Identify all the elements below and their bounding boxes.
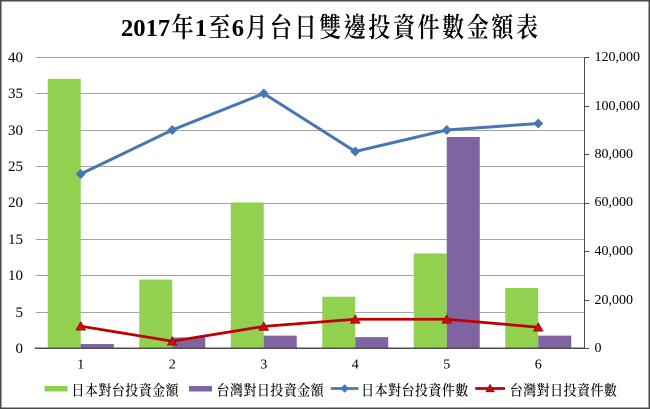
svg-text:0: 0 — [16, 341, 24, 357]
svg-text:3: 3 — [260, 357, 267, 372]
svg-text:80,000: 80,000 — [595, 147, 634, 162]
svg-text:5: 5 — [16, 305, 24, 321]
svg-text:120,000: 120,000 — [595, 50, 641, 65]
svg-text:0: 0 — [595, 341, 602, 356]
svg-text:6: 6 — [232, 15, 244, 42]
svg-text:30: 30 — [8, 123, 23, 139]
svg-text:35: 35 — [8, 86, 23, 102]
svg-text:4: 4 — [352, 357, 359, 372]
svg-text:60,000: 60,000 — [595, 195, 634, 210]
svg-text:1: 1 — [77, 357, 84, 372]
svg-text:25: 25 — [8, 159, 23, 175]
svg-text:40,000: 40,000 — [595, 244, 634, 259]
svg-text:100,000: 100,000 — [595, 99, 641, 114]
svg-text:2: 2 — [169, 357, 176, 372]
svg-text:10: 10 — [8, 268, 23, 284]
svg-text:5: 5 — [443, 357, 450, 372]
svg-text:1: 1 — [195, 15, 207, 42]
svg-text:20,000: 20,000 — [595, 293, 634, 308]
svg-text:20: 20 — [8, 195, 23, 211]
svg-text:15: 15 — [8, 232, 23, 248]
svg-text:6: 6 — [535, 357, 542, 372]
svg-text:2017: 2017 — [121, 15, 170, 42]
svg-text:40: 40 — [8, 50, 23, 66]
